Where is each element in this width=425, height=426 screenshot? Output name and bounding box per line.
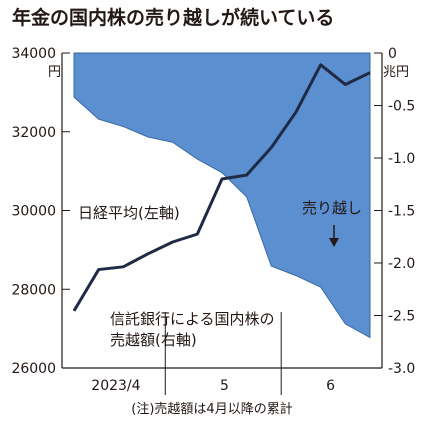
left-tick-label: 30000 <box>11 204 56 220</box>
sell-series-label-line2: 売越額(右軸) <box>110 331 197 349</box>
right-tick-label: -3.0 <box>388 361 415 377</box>
right-tick-label: 0 <box>388 46 397 62</box>
right-tick-label: -0.5 <box>388 99 415 115</box>
sell-series-label-line1: 信託銀行による国内株の <box>110 310 275 328</box>
x-tick-label: 2023/4 <box>91 378 140 394</box>
nikkei-series-label: 日経平均(左軸) <box>78 204 180 222</box>
chart-title: 年金の国内株の売り越しが続いている <box>12 6 334 29</box>
left-tick-label: 34000 <box>11 46 56 62</box>
left-tick-label: 32000 <box>11 125 56 141</box>
down-arrow-icon <box>329 225 339 247</box>
right-tick-label: -1.0 <box>388 151 415 167</box>
x-tick-label: 6 <box>326 378 335 394</box>
x-tick-label: 5 <box>220 378 229 394</box>
left-tick-label: 26000 <box>11 361 56 377</box>
right-tick-label: -2.0 <box>388 256 415 272</box>
sell-off-area <box>73 52 371 339</box>
left-axis-unit: 円 <box>48 65 61 80</box>
urikoshi-label: 売り越し <box>302 199 362 217</box>
nikkei-line <box>72 63 371 312</box>
right-axis-unit: 兆円 <box>383 65 409 80</box>
right-tick-label: -1.5 <box>388 204 415 220</box>
plot-area: 34000 32000 30000 28000 26000 0 -0.5 -1.0 -1.5 -2… <box>11 46 415 395</box>
right-tick-label: -2.5 <box>388 309 415 325</box>
left-tick-label: 28000 <box>11 282 56 298</box>
chart-note: (注)売越額は4月以降の累計 <box>131 401 292 417</box>
